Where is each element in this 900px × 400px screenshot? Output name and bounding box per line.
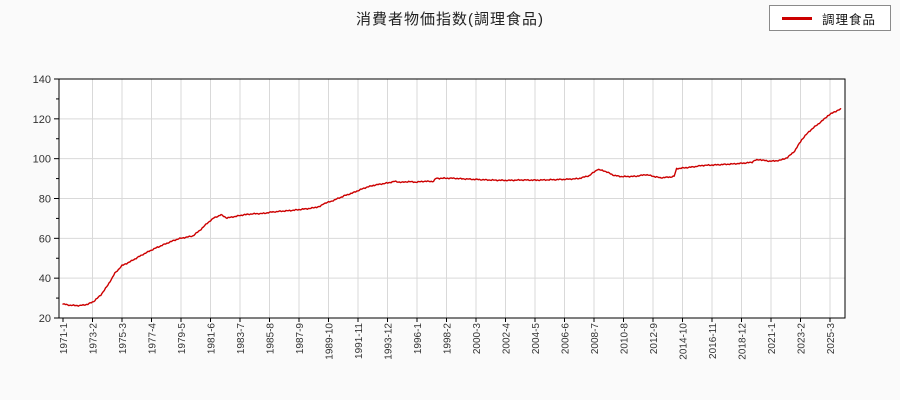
- x-tick-label: 2016-11: [708, 323, 719, 359]
- x-tick-label: 2006-6: [561, 323, 572, 355]
- x-tick-label: 2004-5: [531, 323, 542, 355]
- x-tick-label: 2018-12: [738, 323, 749, 360]
- y-tick-label: 40: [39, 273, 51, 285]
- legend-item-label: 調理食品: [821, 12, 876, 27]
- x-tick-label: 2012-9: [649, 323, 660, 355]
- x-tick-label: 2023-2: [797, 323, 808, 355]
- gridlines: [59, 78, 845, 318]
- x-tick-label: 1991-11: [354, 323, 365, 359]
- y-tick-label: 20: [39, 313, 51, 325]
- series-line: [62, 107, 842, 307]
- legend-line-icon: [781, 16, 812, 20]
- x-tick-label: 1996-1: [413, 323, 424, 355]
- x-tick-label: 1973-2: [89, 323, 100, 355]
- x-tick-label: 2021-1: [767, 323, 778, 355]
- x-tick-label: 1981-6: [207, 323, 218, 355]
- x-tick-label: 2014-10: [679, 323, 690, 360]
- x-tick-label: 1975-3: [118, 323, 129, 355]
- y-tick-label: 80: [39, 194, 51, 206]
- y-tick-label: 60: [39, 233, 51, 245]
- x-tick-label: 1989-10: [325, 323, 336, 360]
- x-axis: 1971-1 1973-2 1975-3 1977-4 1979-5 1981-6 1983…: [59, 318, 837, 360]
- y-tick-label: 100: [33, 154, 51, 166]
- x-tick-label: 1977-4: [148, 323, 159, 355]
- x-tick-label: 1985-8: [266, 323, 277, 355]
- x-tick-label: 2000-3: [472, 323, 483, 355]
- x-tick-label: 1993-12: [384, 323, 395, 360]
- x-tick-label: 2002-4: [502, 323, 513, 355]
- y-tick-label: 140: [33, 74, 51, 86]
- x-tick-label: 2008-7: [590, 323, 601, 355]
- x-tick-label: 1987-9: [295, 323, 306, 355]
- x-tick-label: 1998-2: [443, 323, 454, 355]
- y-tick-label: 120: [33, 114, 51, 126]
- x-tick-label: 2025-3: [826, 323, 837, 355]
- x-tick-label: 1979-5: [177, 323, 188, 355]
- legend: 調理食品: [768, 5, 891, 31]
- x-tick-label: 2010-8: [620, 323, 631, 355]
- x-tick-label: 1983-7: [236, 323, 247, 355]
- y-axis: 20 40 60 80 100 120 140: [33, 74, 59, 325]
- page-title: 消費者物価指数(調理食品): [356, 11, 544, 28]
- x-tick-label: 1971-1: [59, 323, 70, 355]
